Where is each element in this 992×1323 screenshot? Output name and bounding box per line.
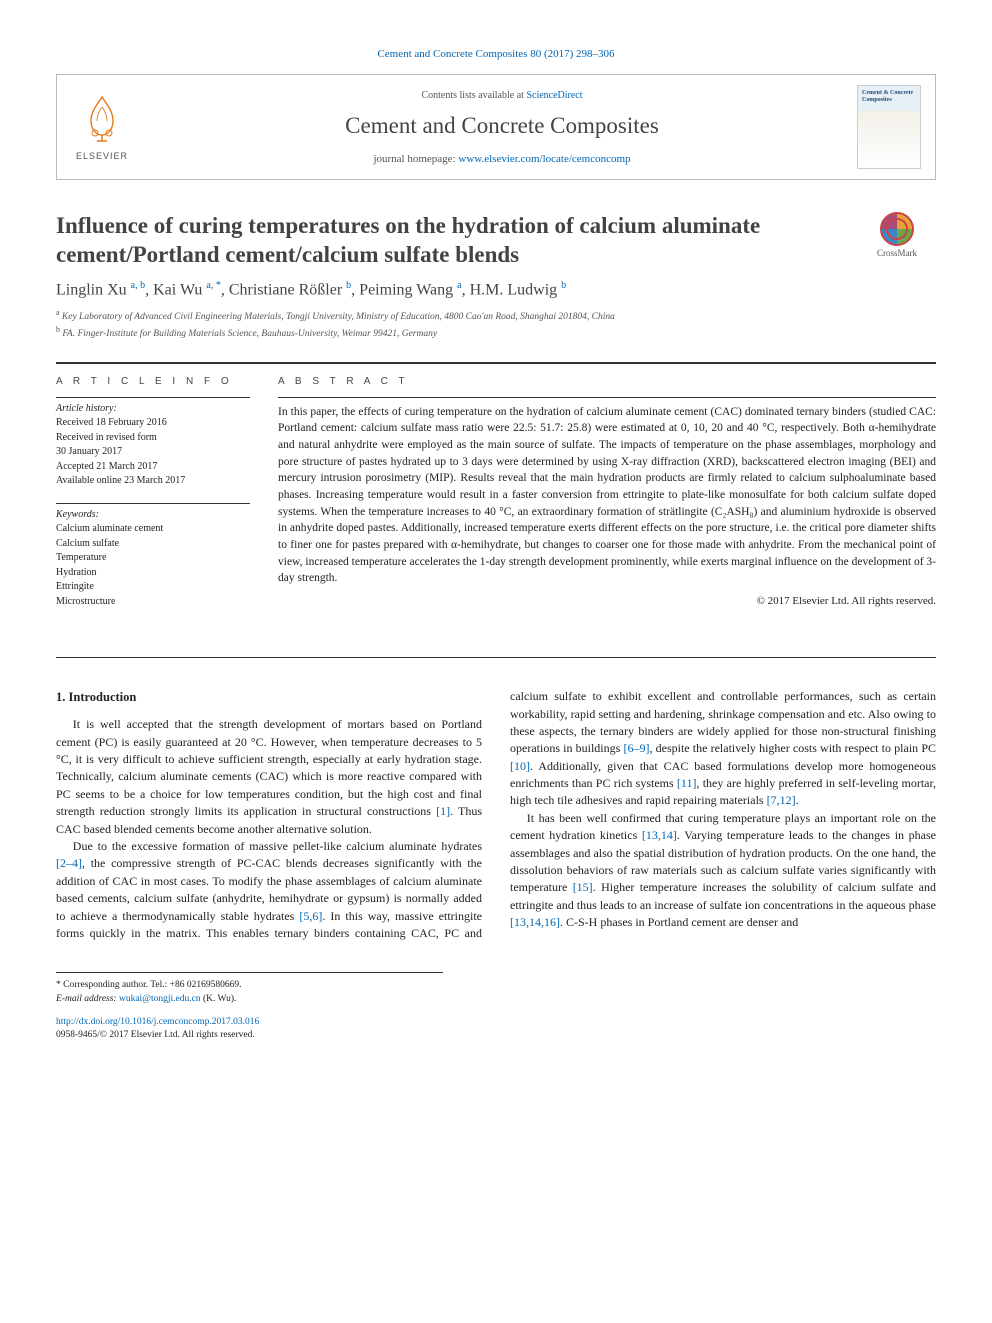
journal-header: ELSEVIER Contents lists available at Sci…	[56, 74, 936, 180]
keyword-5: Ettringite	[56, 580, 250, 595]
history-revised-2: 30 January 2017	[56, 445, 250, 460]
footer-meta: http://dx.doi.org/10.1016/j.cemconcomp.2…	[56, 1016, 936, 1043]
article-history-block: Article history: Received 18 February 20…	[56, 402, 250, 489]
rule-bottom	[56, 657, 936, 658]
citation-line: Cement and Concrete Composites 80 (2017)…	[56, 48, 936, 60]
ref-7-12[interactable]: [7,12]	[767, 793, 796, 807]
ref-11[interactable]: [11]	[677, 776, 697, 790]
journal-cover-thumbnail: Cement & Concrete Composites	[857, 85, 921, 169]
article-info-heading: A R T I C L E I N F O	[56, 376, 250, 387]
journal-homepage-link[interactable]: www.elsevier.com/locate/cemconcomp	[458, 153, 630, 165]
keywords-label: Keywords:	[56, 508, 250, 523]
affiliations: a Key Laboratory of Advanced Civil Engin…	[56, 307, 936, 342]
email-label: E-mail address:	[56, 994, 119, 1004]
author-4: Peiming Wang	[359, 281, 457, 298]
publisher-logo: ELSEVIER	[57, 93, 147, 161]
crossmark-label: CrossMark	[877, 248, 917, 258]
keywords-block: Keywords: Calcium aluminate cement Calci…	[56, 508, 250, 610]
abstract-heading: A B S T R A C T	[278, 376, 936, 387]
homepage-prefix: journal homepage:	[373, 153, 458, 165]
email-link[interactable]: wukai@tongji.edu.cn	[119, 994, 201, 1004]
abstract-column: A B S T R A C T In this paper, the effec…	[278, 376, 936, 624]
journal-name: Cement and Concrete Composites	[147, 113, 857, 139]
keyword-3: Temperature	[56, 551, 250, 566]
author-1: Linglin Xu	[56, 281, 131, 298]
crossmark-icon	[880, 212, 914, 246]
journal-homepage-line: journal homepage: www.elsevier.com/locat…	[147, 153, 857, 165]
history-accepted: Accepted 21 March 2017	[56, 460, 250, 475]
sep: ,	[351, 281, 359, 298]
history-revised-1: Received in revised form	[56, 431, 250, 446]
email-who: (K. Wu).	[201, 994, 237, 1004]
intro-para-1: It is well accepted that the strength de…	[56, 716, 482, 838]
ref-13-14a[interactable]: [13,14]	[642, 828, 677, 842]
crossmark-badge[interactable]: CrossMark	[858, 212, 936, 258]
aff-a-text: Key Laboratory of Advanced Civil Enginee…	[60, 312, 615, 322]
author-5-aff: b	[561, 280, 566, 291]
history-label: Article history:	[56, 402, 250, 417]
intro-para-3: It has been well confirmed that curing t…	[510, 810, 936, 932]
abstract-copyright: © 2017 Elsevier Ltd. All rights reserved…	[278, 595, 936, 607]
keyword-1: Calcium aluminate cement	[56, 522, 250, 537]
corresponding-author: * Corresponding author. Tel.: +86 021695…	[56, 979, 443, 992]
history-online: Available online 23 March 2017	[56, 474, 250, 489]
author-5: H.M. Ludwig	[470, 281, 562, 298]
corresponding-footnote: * Corresponding author. Tel.: +86 021695…	[56, 972, 443, 1006]
authors-line: Linglin Xu a, b, Kai Wu a, *, Christiane…	[56, 280, 936, 299]
contents-available-line: Contents lists available at ScienceDirec…	[147, 90, 857, 101]
publisher-name: ELSEVIER	[69, 151, 135, 161]
sep: ,	[462, 281, 470, 298]
sciencedirect-link[interactable]: ScienceDirect	[526, 90, 582, 101]
ref-2-4[interactable]: [2–4]	[56, 856, 82, 870]
cover-title: Cement & Concrete Composites	[862, 90, 916, 103]
article-title: Influence of curing temperatures on the …	[56, 212, 840, 270]
aff-b-text: FA. Finger-Institute for Building Materi…	[60, 329, 437, 339]
abstract-text: In this paper, the effects of curing tem…	[278, 397, 936, 587]
ref-1[interactable]: [1]	[436, 804, 450, 818]
ref-15[interactable]: [15]	[573, 880, 593, 894]
author-2-aff: a, *	[206, 280, 220, 291]
sep: ,	[221, 281, 229, 298]
author-2: Kai Wu	[153, 281, 206, 298]
elsevier-tree-icon	[77, 93, 127, 143]
ref-10[interactable]: [10]	[510, 759, 530, 773]
author-1-aff: a, b	[131, 280, 145, 291]
author-3: Christiane Rößler	[229, 281, 346, 298]
ref-5-6[interactable]: [5,6]	[299, 909, 322, 923]
ref-13-14-16[interactable]: [13,14,16]	[510, 915, 560, 929]
doi-link[interactable]: http://dx.doi.org/10.1016/j.cemconcomp.2…	[56, 1017, 259, 1027]
keyword-6: Microstructure	[56, 595, 250, 610]
sep: ,	[145, 281, 153, 298]
body-columns: 1. Introduction It is well accepted that…	[56, 688, 936, 942]
keyword-4: Hydration	[56, 566, 250, 581]
article-info-column: A R T I C L E I N F O Article history: R…	[56, 376, 250, 624]
history-received: Received 18 February 2016	[56, 416, 250, 431]
keyword-2: Calcium sulfate	[56, 537, 250, 552]
ref-6-9[interactable]: [6–9]	[623, 741, 649, 755]
section-1-heading: 1. Introduction	[56, 688, 482, 706]
contents-prefix: Contents lists available at	[421, 90, 526, 101]
issn-line: 0958-9465/© 2017 Elsevier Ltd. All right…	[56, 1029, 936, 1042]
